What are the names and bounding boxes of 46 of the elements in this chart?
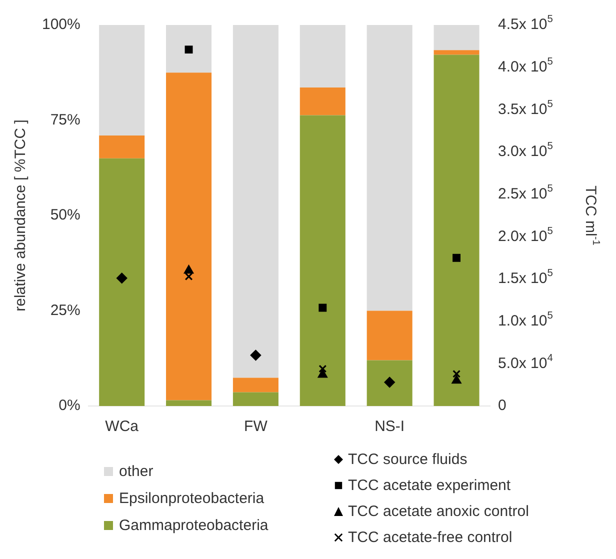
point — [184, 46, 193, 54]
point — [318, 304, 327, 312]
bar — [434, 25, 480, 50]
bar — [366, 360, 412, 406]
y-tick-label: 75% — [50, 111, 80, 128]
y2-axis-title: TCC ml-1 — [582, 186, 601, 246]
point — [116, 272, 128, 284]
x-tick-label: FW — [244, 418, 268, 436]
bar — [434, 50, 480, 55]
bar — [232, 25, 278, 378]
bar — [300, 25, 346, 88]
bar — [232, 392, 278, 406]
point — [318, 364, 327, 373]
legend-label: Epsilonproteobacteria — [119, 490, 264, 507]
bar — [300, 87, 346, 116]
bar — [434, 54, 480, 406]
legend-label: TCC acetate experiment — [348, 476, 511, 494]
bar — [99, 25, 145, 136]
legend-label: TCC acetate anoxic control — [348, 502, 529, 520]
bar — [232, 378, 278, 392]
point — [452, 370, 461, 378]
y-axis-title: relative abundance [ %TCC ] — [12, 120, 30, 312]
point — [318, 369, 328, 378]
point — [452, 254, 461, 262]
y-tick-label: 0% — [58, 397, 80, 414]
y-tick-label: 50% — [50, 206, 80, 224]
y-tick-label: 100% — [42, 16, 80, 34]
bar — [366, 310, 412, 360]
y2-tick-label: 0 — [498, 397, 506, 414]
bar — [99, 135, 145, 158]
x-tick-label: WCa — [105, 418, 140, 436]
point — [452, 375, 462, 384]
bar — [166, 72, 212, 400]
bar — [366, 25, 412, 311]
legend-label: TCC acetate-free control — [348, 528, 512, 546]
legend-label: Gammaproteobacteria — [119, 517, 268, 534]
bar — [300, 115, 346, 406]
bar — [166, 400, 212, 406]
y-tick-label: 25% — [50, 302, 80, 319]
x-tick-label: NS-I — [374, 418, 405, 436]
bar — [99, 158, 145, 406]
legend-label: TCC source fluids — [348, 450, 468, 468]
point — [184, 265, 194, 274]
point — [250, 350, 262, 360]
bar — [166, 25, 212, 73]
legend-label: other — [119, 463, 154, 480]
